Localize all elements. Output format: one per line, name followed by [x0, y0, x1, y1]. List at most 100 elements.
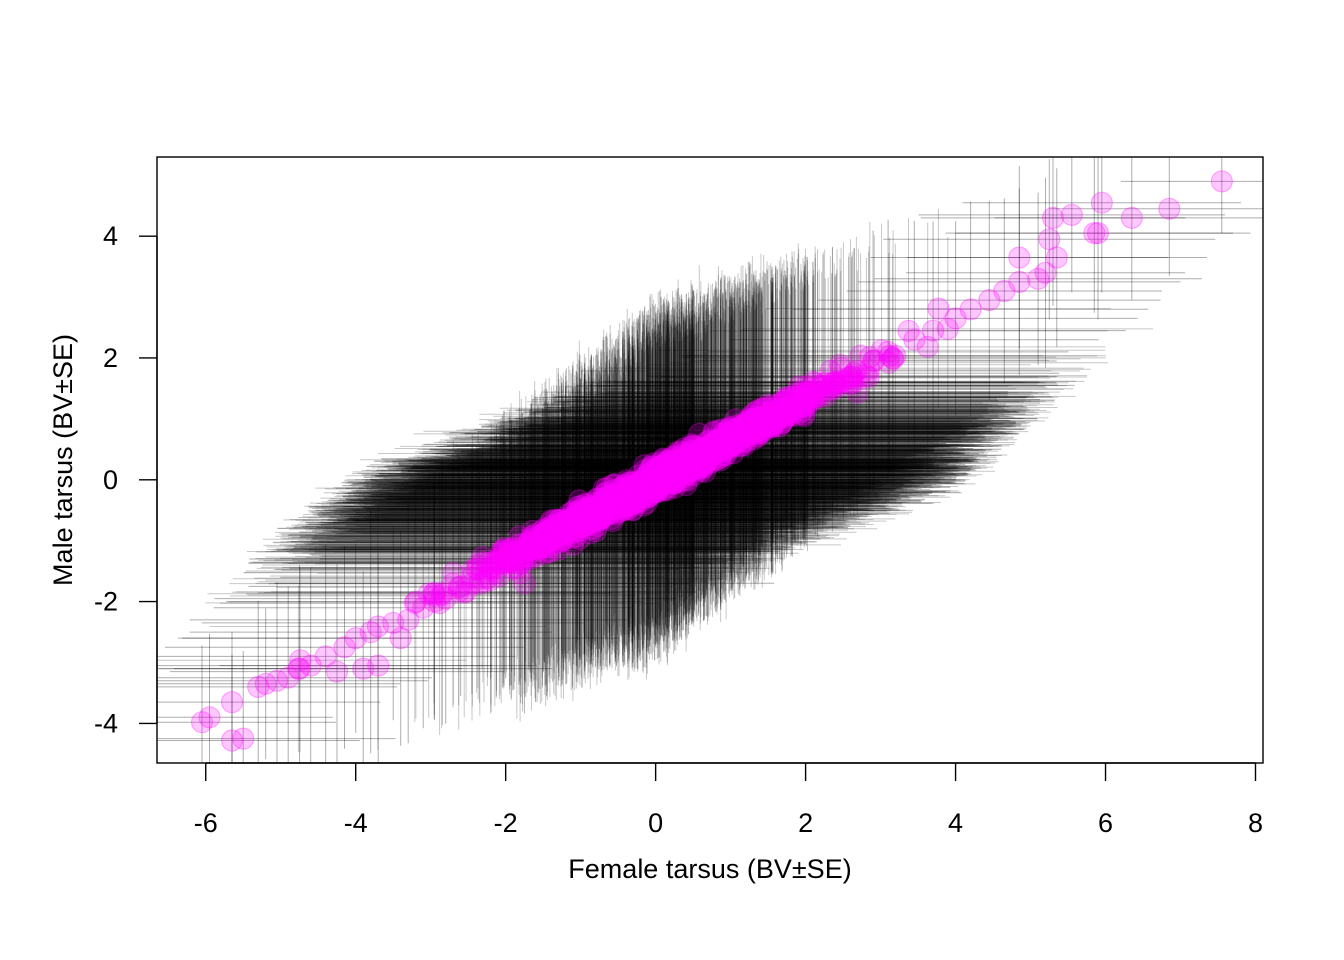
data-point [671, 443, 694, 466]
data-point [688, 422, 711, 445]
x-tick-label: -6 [194, 808, 218, 838]
data-point [731, 424, 755, 447]
data-point [325, 660, 349, 683]
data-point [672, 462, 695, 486]
data-point [743, 412, 766, 435]
data-point [613, 495, 636, 518]
data-point [764, 398, 787, 421]
data-point [610, 485, 633, 508]
data-point [700, 440, 723, 463]
y-tick-label: -2 [94, 587, 118, 617]
data-point [538, 540, 562, 563]
data-point [680, 448, 703, 471]
data-point [514, 539, 537, 563]
data-point [566, 500, 589, 523]
data-point [595, 477, 618, 500]
data-point [633, 480, 657, 503]
data-point [619, 488, 642, 511]
data-point [564, 506, 587, 529]
data-point [660, 447, 683, 470]
data-point [702, 450, 725, 473]
data-point [542, 522, 566, 545]
data-point [631, 479, 654, 502]
data-point [959, 298, 982, 321]
data-point [1158, 197, 1181, 220]
data-point [652, 448, 676, 471]
data-point [583, 500, 607, 523]
data-point [698, 444, 722, 467]
y-axis: -4 -2 0 2 4 [94, 221, 158, 738]
data-point [776, 389, 799, 412]
data-point [1041, 206, 1065, 229]
data-point [667, 449, 690, 472]
data-point [552, 511, 575, 534]
data-point [605, 491, 628, 514]
data-point [635, 468, 659, 491]
data-point [1038, 228, 1061, 251]
data-point [417, 582, 440, 605]
data-point [618, 475, 641, 498]
data-point [738, 418, 762, 441]
x-tick-label: 4 [948, 808, 963, 838]
data-point [555, 517, 579, 540]
data-point [542, 526, 565, 549]
data-point [667, 464, 691, 487]
data-point [652, 466, 676, 489]
data-point [582, 511, 605, 534]
data-point [545, 531, 568, 554]
data-point [568, 489, 591, 512]
data-point [580, 497, 603, 520]
data-point [575, 512, 599, 535]
data-point [745, 413, 768, 437]
data-point [617, 471, 640, 494]
data-point [666, 463, 689, 486]
data-point [570, 502, 593, 525]
data-point [491, 539, 514, 563]
data-point [747, 420, 770, 443]
data-point [693, 446, 716, 469]
data-point [704, 438, 727, 461]
data-point [431, 581, 454, 604]
data-point [513, 538, 536, 561]
data-point [804, 383, 827, 406]
data-point [683, 441, 706, 464]
data-point [683, 451, 706, 474]
data-point [750, 406, 773, 429]
data-point [521, 536, 544, 560]
data-point [677, 457, 700, 480]
data-point [648, 466, 672, 489]
data-point [1060, 203, 1083, 226]
data-point [761, 396, 785, 419]
y-tick-label: -4 [94, 708, 118, 738]
data-point [741, 421, 765, 444]
data-point [619, 483, 642, 506]
data-point [651, 469, 675, 492]
data-point [810, 374, 833, 398]
data-point [644, 474, 667, 497]
data-point [696, 438, 719, 461]
data-point [573, 503, 596, 526]
data-point [689, 457, 712, 480]
data-point [612, 479, 635, 502]
data-point [666, 442, 690, 465]
data-point [654, 459, 677, 482]
data-point [611, 486, 634, 509]
data-point [601, 488, 624, 511]
data-point [775, 404, 799, 427]
data-point [693, 448, 716, 471]
data-point [766, 408, 789, 431]
data-point [820, 374, 843, 397]
data-point [669, 449, 692, 472]
data-point [773, 403, 796, 426]
data-point [665, 458, 688, 481]
data-point [740, 417, 763, 440]
data-point [692, 453, 715, 476]
data-point [796, 380, 819, 403]
data-point [569, 508, 592, 531]
data-point [653, 460, 676, 483]
data-point [781, 402, 804, 425]
data-point [585, 497, 608, 521]
data-point [635, 484, 658, 507]
data-point [528, 531, 552, 554]
x-tick-label: 8 [1248, 808, 1263, 838]
